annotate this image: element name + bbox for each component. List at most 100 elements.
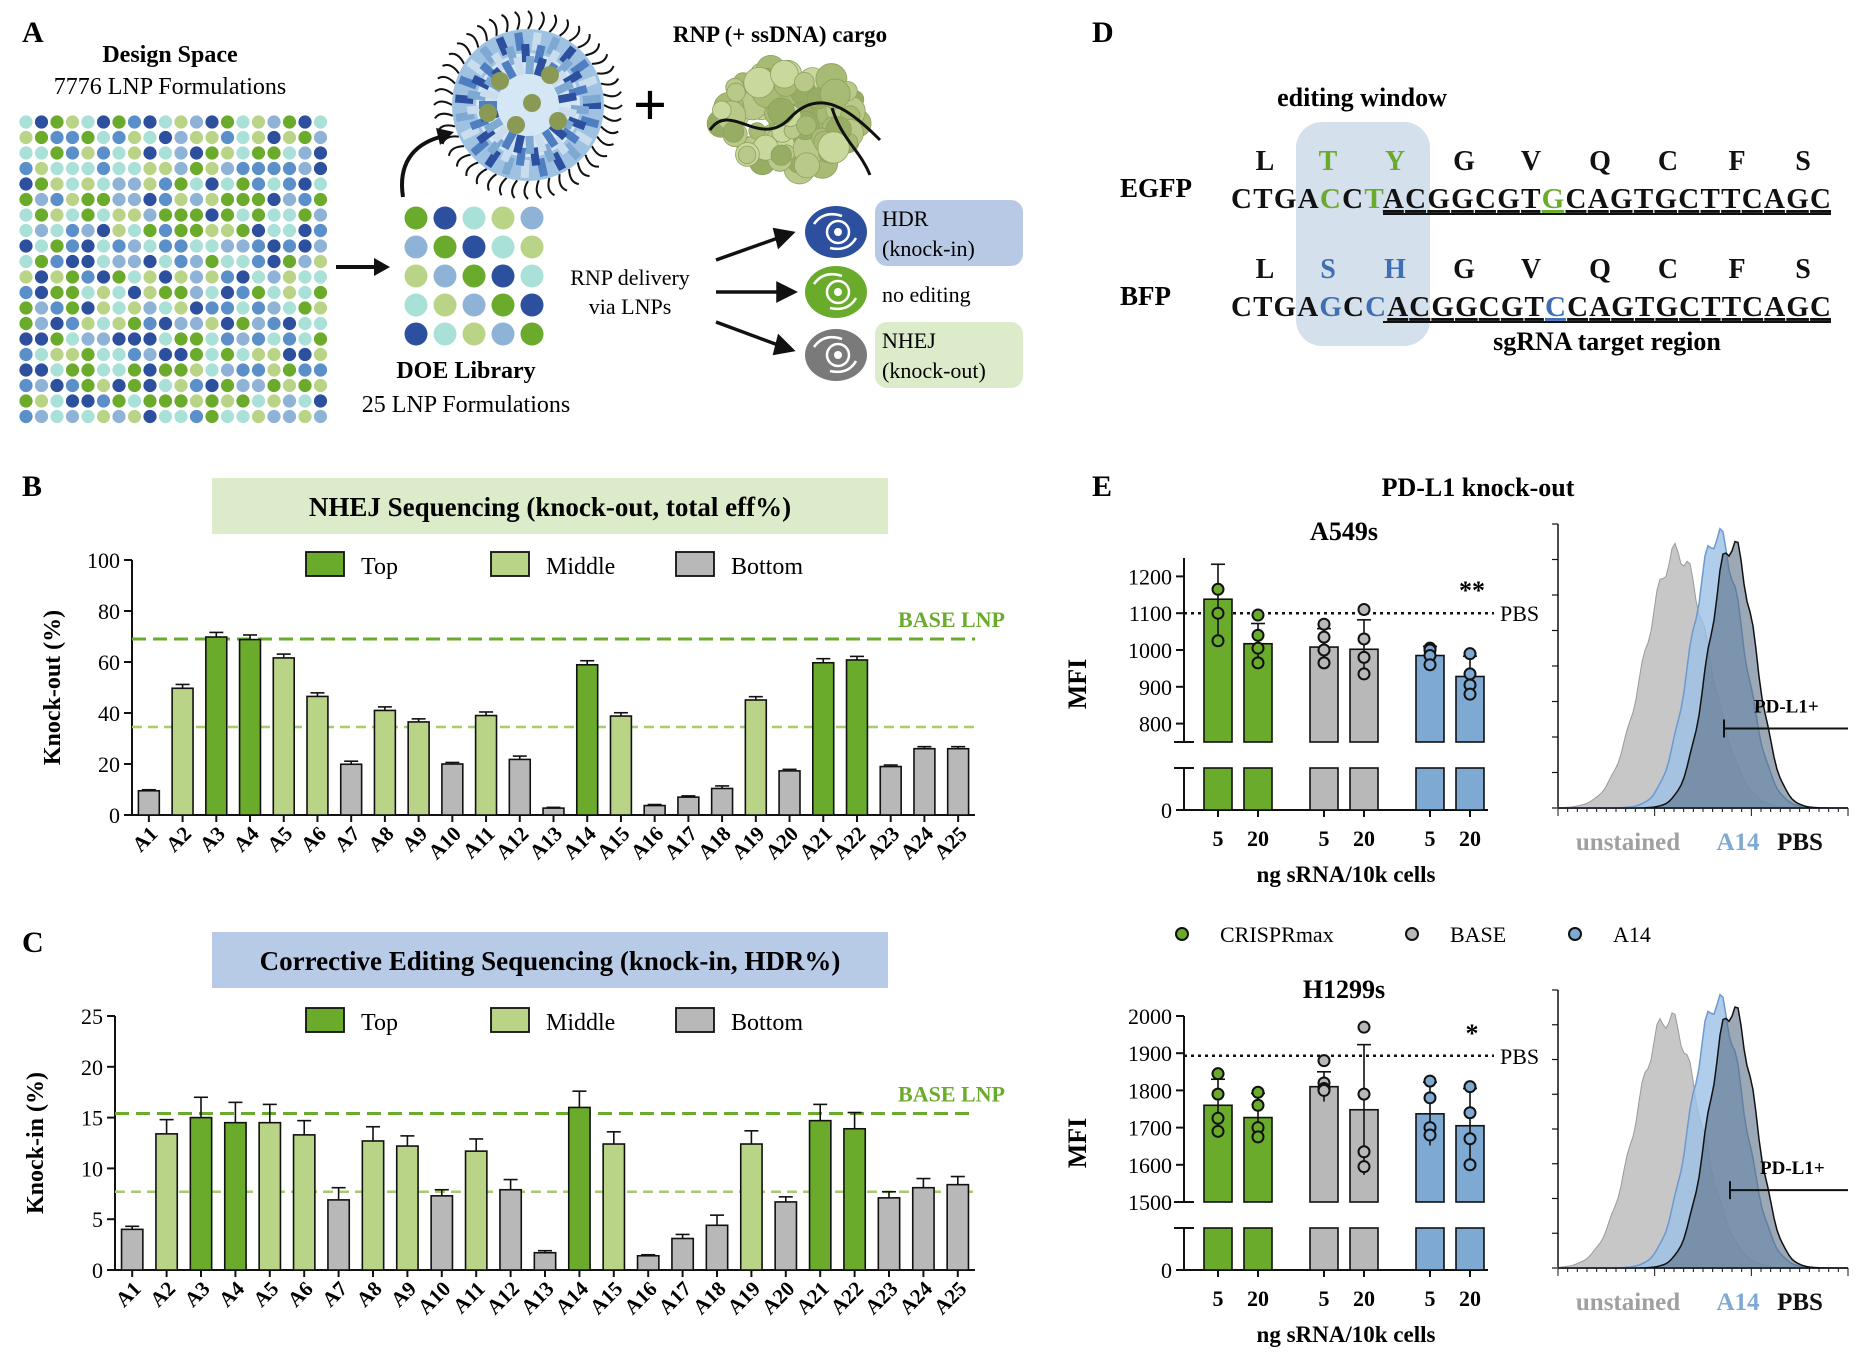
data-point	[1423, 1074, 1437, 1088]
grid-dot	[313, 223, 328, 238]
lipid-tail	[576, 162, 590, 178]
grid-dot	[174, 285, 188, 300]
lipid-tail	[476, 24, 488, 42]
x-axis-label: ng sRNA/10k cells	[1257, 1322, 1436, 1347]
grid-dot	[220, 208, 235, 222]
sequence-segment: ACGGCGT	[1387, 291, 1544, 323]
grid-dot	[189, 223, 204, 238]
grid-dot	[236, 409, 250, 424]
grid-dot	[19, 270, 33, 284]
lipid-tail	[568, 25, 581, 42]
grid-dot	[65, 363, 80, 377]
lipid-block	[545, 36, 561, 56]
outcome-nhej-line2: (knock-out)	[882, 358, 986, 383]
y-tick-label: 0	[1161, 1258, 1172, 1283]
y-tick-label: 40	[98, 701, 120, 726]
grid-dot	[220, 270, 235, 284]
chart-e-a549: A549s 800 900 1000 1100 1200 0 MFI PBS 5 20 5 20 5 20 *…	[1063, 517, 1539, 887]
grid-dot	[96, 192, 111, 207]
grid-dot	[298, 192, 312, 207]
bar	[205, 636, 228, 816]
legend-swatch	[675, 551, 715, 577]
x-tick-label: A1	[111, 1277, 146, 1312]
lipid-block	[533, 133, 547, 153]
grid-dot	[34, 192, 49, 207]
grid-dot	[50, 270, 64, 284]
grid-dot	[205, 378, 219, 393]
grid-dot	[174, 146, 188, 160]
histogram-label: PBS	[1777, 829, 1823, 856]
grid-dot	[158, 378, 173, 393]
bar	[361, 1140, 385, 1271]
data-point	[1251, 608, 1265, 622]
grid-dot	[127, 394, 142, 408]
grid-dot	[50, 332, 64, 346]
panel-e: E PD-L1 knock-out CRISPRmax BASE A14 PD-L1…	[1092, 470, 1849, 1316]
histogram-label: unstained	[1576, 829, 1680, 856]
significance-marker: *	[1466, 1019, 1479, 1048]
grid-dot	[112, 177, 126, 191]
bar	[643, 804, 666, 816]
grid-dot	[81, 409, 95, 424]
bar	[223, 1121, 247, 1271]
grid-dot	[127, 130, 142, 145]
grid-dot	[65, 332, 80, 346]
bar-lower-segment	[1455, 1227, 1485, 1271]
grid-dot	[236, 130, 250, 145]
grid-dot	[313, 192, 328, 207]
grid-dot	[127, 285, 142, 300]
x-tick-label: A6	[296, 822, 331, 857]
x-tick-label: 5	[1425, 1286, 1436, 1311]
lipid-tail	[597, 65, 615, 75]
x-tick-label: A17	[654, 1277, 697, 1320]
bar	[464, 1150, 488, 1271]
grid-dot	[96, 239, 111, 253]
grid-dot	[127, 254, 142, 269]
grid-dot	[19, 378, 33, 393]
bar-lower-segment	[1349, 767, 1379, 811]
grid-dot	[34, 130, 49, 145]
data-point	[1317, 656, 1331, 670]
grid-dot	[298, 239, 312, 253]
grid-dot	[189, 177, 204, 191]
grid-dot	[158, 301, 173, 315]
bar	[774, 1201, 798, 1271]
x-tick-label: 5	[1319, 826, 1330, 851]
lipid-block	[570, 58, 590, 76]
x-tick-label: A24	[895, 821, 938, 864]
grid-dot	[220, 223, 235, 238]
x-tick-label: A8	[351, 1277, 386, 1312]
grid-dot	[313, 270, 328, 284]
grid-dot	[298, 285, 312, 300]
amino-acid: Q	[1589, 146, 1611, 177]
panel-letter-b: B	[22, 470, 42, 503]
doe-dot	[491, 264, 515, 288]
x-tick-label: A6	[283, 1277, 318, 1312]
doe-dot	[433, 264, 457, 288]
lipid-tail	[600, 78, 620, 86]
lipid-tail	[558, 19, 569, 37]
grid-dot	[158, 161, 173, 176]
grid-dot	[81, 347, 95, 362]
grid-dot	[65, 239, 80, 253]
cell-nucleus	[825, 342, 851, 368]
grid-dot	[50, 363, 64, 377]
grid-dot	[267, 161, 281, 176]
lipid-tail	[596, 135, 614, 146]
grid-dot	[313, 301, 328, 315]
legend-swatch	[305, 551, 345, 577]
grid-dot	[96, 146, 111, 160]
gate-label: PD-L1+	[1760, 1158, 1825, 1179]
grid-dot	[96, 378, 111, 393]
grid-dot	[313, 394, 328, 408]
doe-dot	[491, 206, 515, 230]
dna-sequence: CTGACCTACGGCGTGCAGTGCTTCAGC	[1231, 183, 1831, 215]
sequence-segment: G	[1319, 291, 1342, 323]
grid-dot	[313, 146, 328, 160]
grid-dot	[205, 223, 219, 238]
x-tick-label: A3	[179, 1277, 214, 1312]
grid-dot	[143, 130, 157, 145]
protein-blob	[726, 82, 746, 103]
grid-dot	[174, 394, 188, 408]
